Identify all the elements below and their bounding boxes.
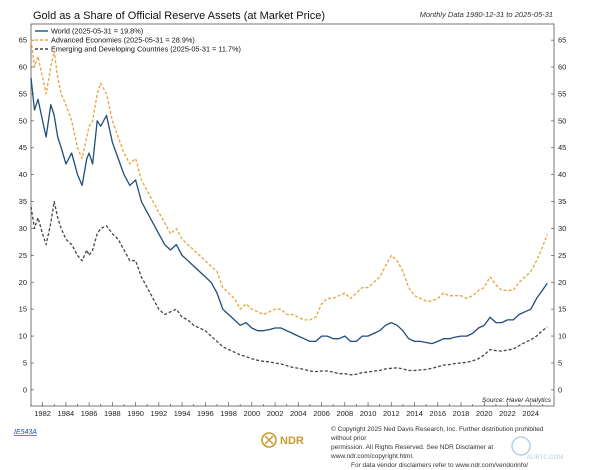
y-tick-label: 25 xyxy=(19,251,27,260)
y-tick-label: 60 xyxy=(19,63,27,72)
series-lines xyxy=(30,40,548,376)
watermark: ALIBTC.COM xyxy=(511,436,564,461)
ndr-logo-icon xyxy=(261,432,277,448)
x-tick-label: 2020 xyxy=(476,409,493,418)
x-tick-label: 1982 xyxy=(34,409,51,418)
ndr-logo-text: NDR xyxy=(280,435,304,447)
y-tick-label: 65 xyxy=(19,36,27,45)
y-tick-label: 10 xyxy=(19,332,27,341)
y-tick-label-right: 35 xyxy=(558,197,566,206)
y-tick-label-right: 40 xyxy=(558,170,566,179)
y-axis-right: 0 5 10 15 20 25 30 35 40 45 50 55 60 65 xyxy=(551,36,566,394)
x-tick-label: 2006 xyxy=(313,409,330,418)
x-tick-label: 1986 xyxy=(81,409,98,418)
y-tick-label: 55 xyxy=(19,89,27,98)
y-tick-label-right: 5 xyxy=(558,358,562,367)
x-tick-label: 2014 xyxy=(406,409,423,418)
legend-label-emerging: Emerging and Developing Countries (2025-… xyxy=(51,45,241,54)
y-tick-label-right: 60 xyxy=(558,63,566,72)
x-tick-label: 2016 xyxy=(429,409,446,418)
y-tick-label: 35 xyxy=(19,197,27,206)
series-line-1 xyxy=(30,40,548,321)
y-tick-label-right: 0 xyxy=(558,385,562,394)
x-tick-label: 2024 xyxy=(522,409,539,418)
x-tick-label: 1988 xyxy=(104,409,121,418)
y-tick-label: 40 xyxy=(19,170,27,179)
x-tick-label: 2018 xyxy=(453,409,470,418)
plot-frame xyxy=(30,23,555,407)
x-tick-label: 1990 xyxy=(127,409,144,418)
legend-label-world: World (2025-05-31 = 19.8%) xyxy=(51,27,143,36)
copyright-line-1: © Copyright 2025 Ned Davis Research, Inc… xyxy=(331,426,544,442)
x-tick-label: 1994 xyxy=(174,409,191,418)
y-tick-label-right: 10 xyxy=(558,332,566,341)
y-tick-label-right: 45 xyxy=(558,143,566,152)
y-tick-label-right: 50 xyxy=(558,116,566,125)
chart-code[interactable]: IE543A xyxy=(14,429,37,436)
y-tick-label: 45 xyxy=(19,143,27,152)
legend: World (2025-05-31 = 19.8%) Advanced Econ… xyxy=(35,27,241,54)
x-axis: 1982 1984 1986 1988 1990 1992 1994 1996 1998 2000… xyxy=(30,402,543,418)
x-tick-label: 2002 xyxy=(267,409,284,418)
ndr-logo-mark xyxy=(264,435,274,445)
y-tick-label-right: 55 xyxy=(558,89,566,98)
x-tick-label: 1992 xyxy=(151,409,168,418)
x-tick-label: 2012 xyxy=(383,409,400,418)
chart-title: Gold as a Share of Official Reserve Asse… xyxy=(33,10,325,22)
x-tick-label: 1998 xyxy=(220,409,237,418)
source-label: Source: Haver Analytics xyxy=(482,397,552,404)
ndr-logo: NDR xyxy=(261,432,304,448)
x-tick-label: 1996 xyxy=(197,409,214,418)
y-tick-label: 5 xyxy=(23,358,27,367)
y-tick-label: 50 xyxy=(19,116,27,125)
x-tick-label: 2004 xyxy=(290,409,307,418)
series-line-0 xyxy=(30,77,548,345)
series-line-2 xyxy=(30,200,548,376)
y-tick-label: 20 xyxy=(19,278,27,287)
x-tick-label: 2000 xyxy=(243,409,260,418)
y-tick-label: 30 xyxy=(19,224,27,233)
chart-subtitle: Monthly Data 1980-12-31 to 2025-05-31 xyxy=(420,10,553,19)
watermark-icon xyxy=(511,436,531,456)
copyright-line-3: For data vendor disclaimers refer to www… xyxy=(351,462,529,469)
watermark-text: ALIBTC.COM xyxy=(527,455,564,461)
y-tick-label: 0 xyxy=(23,385,27,394)
y-axis-left: 0 5 10 15 20 25 30 35 40 45 50 55 60 65 xyxy=(19,36,34,394)
x-tick-label: 1984 xyxy=(58,409,75,418)
copyright-notice: © Copyright 2025 Ned Davis Research, Inc… xyxy=(331,425,549,470)
y-tick-label-right: 65 xyxy=(558,36,566,45)
x-tick-label: 2022 xyxy=(499,409,516,418)
x-tick-label: 2008 xyxy=(336,409,353,418)
y-tick-label-right: 25 xyxy=(558,251,566,260)
legend-label-advanced: Advanced Economies (2025-05-31 = 28.9%) xyxy=(51,36,195,45)
x-tick-label: 2010 xyxy=(360,409,377,418)
copyright-line-2: permission. All Rights Reserved. See NDR… xyxy=(331,444,494,460)
y-tick-label: 15 xyxy=(19,305,27,314)
y-tick-label-right: 20 xyxy=(558,278,566,287)
y-tick-label-right: 30 xyxy=(558,224,566,233)
y-tick-label-right: 15 xyxy=(558,305,566,314)
